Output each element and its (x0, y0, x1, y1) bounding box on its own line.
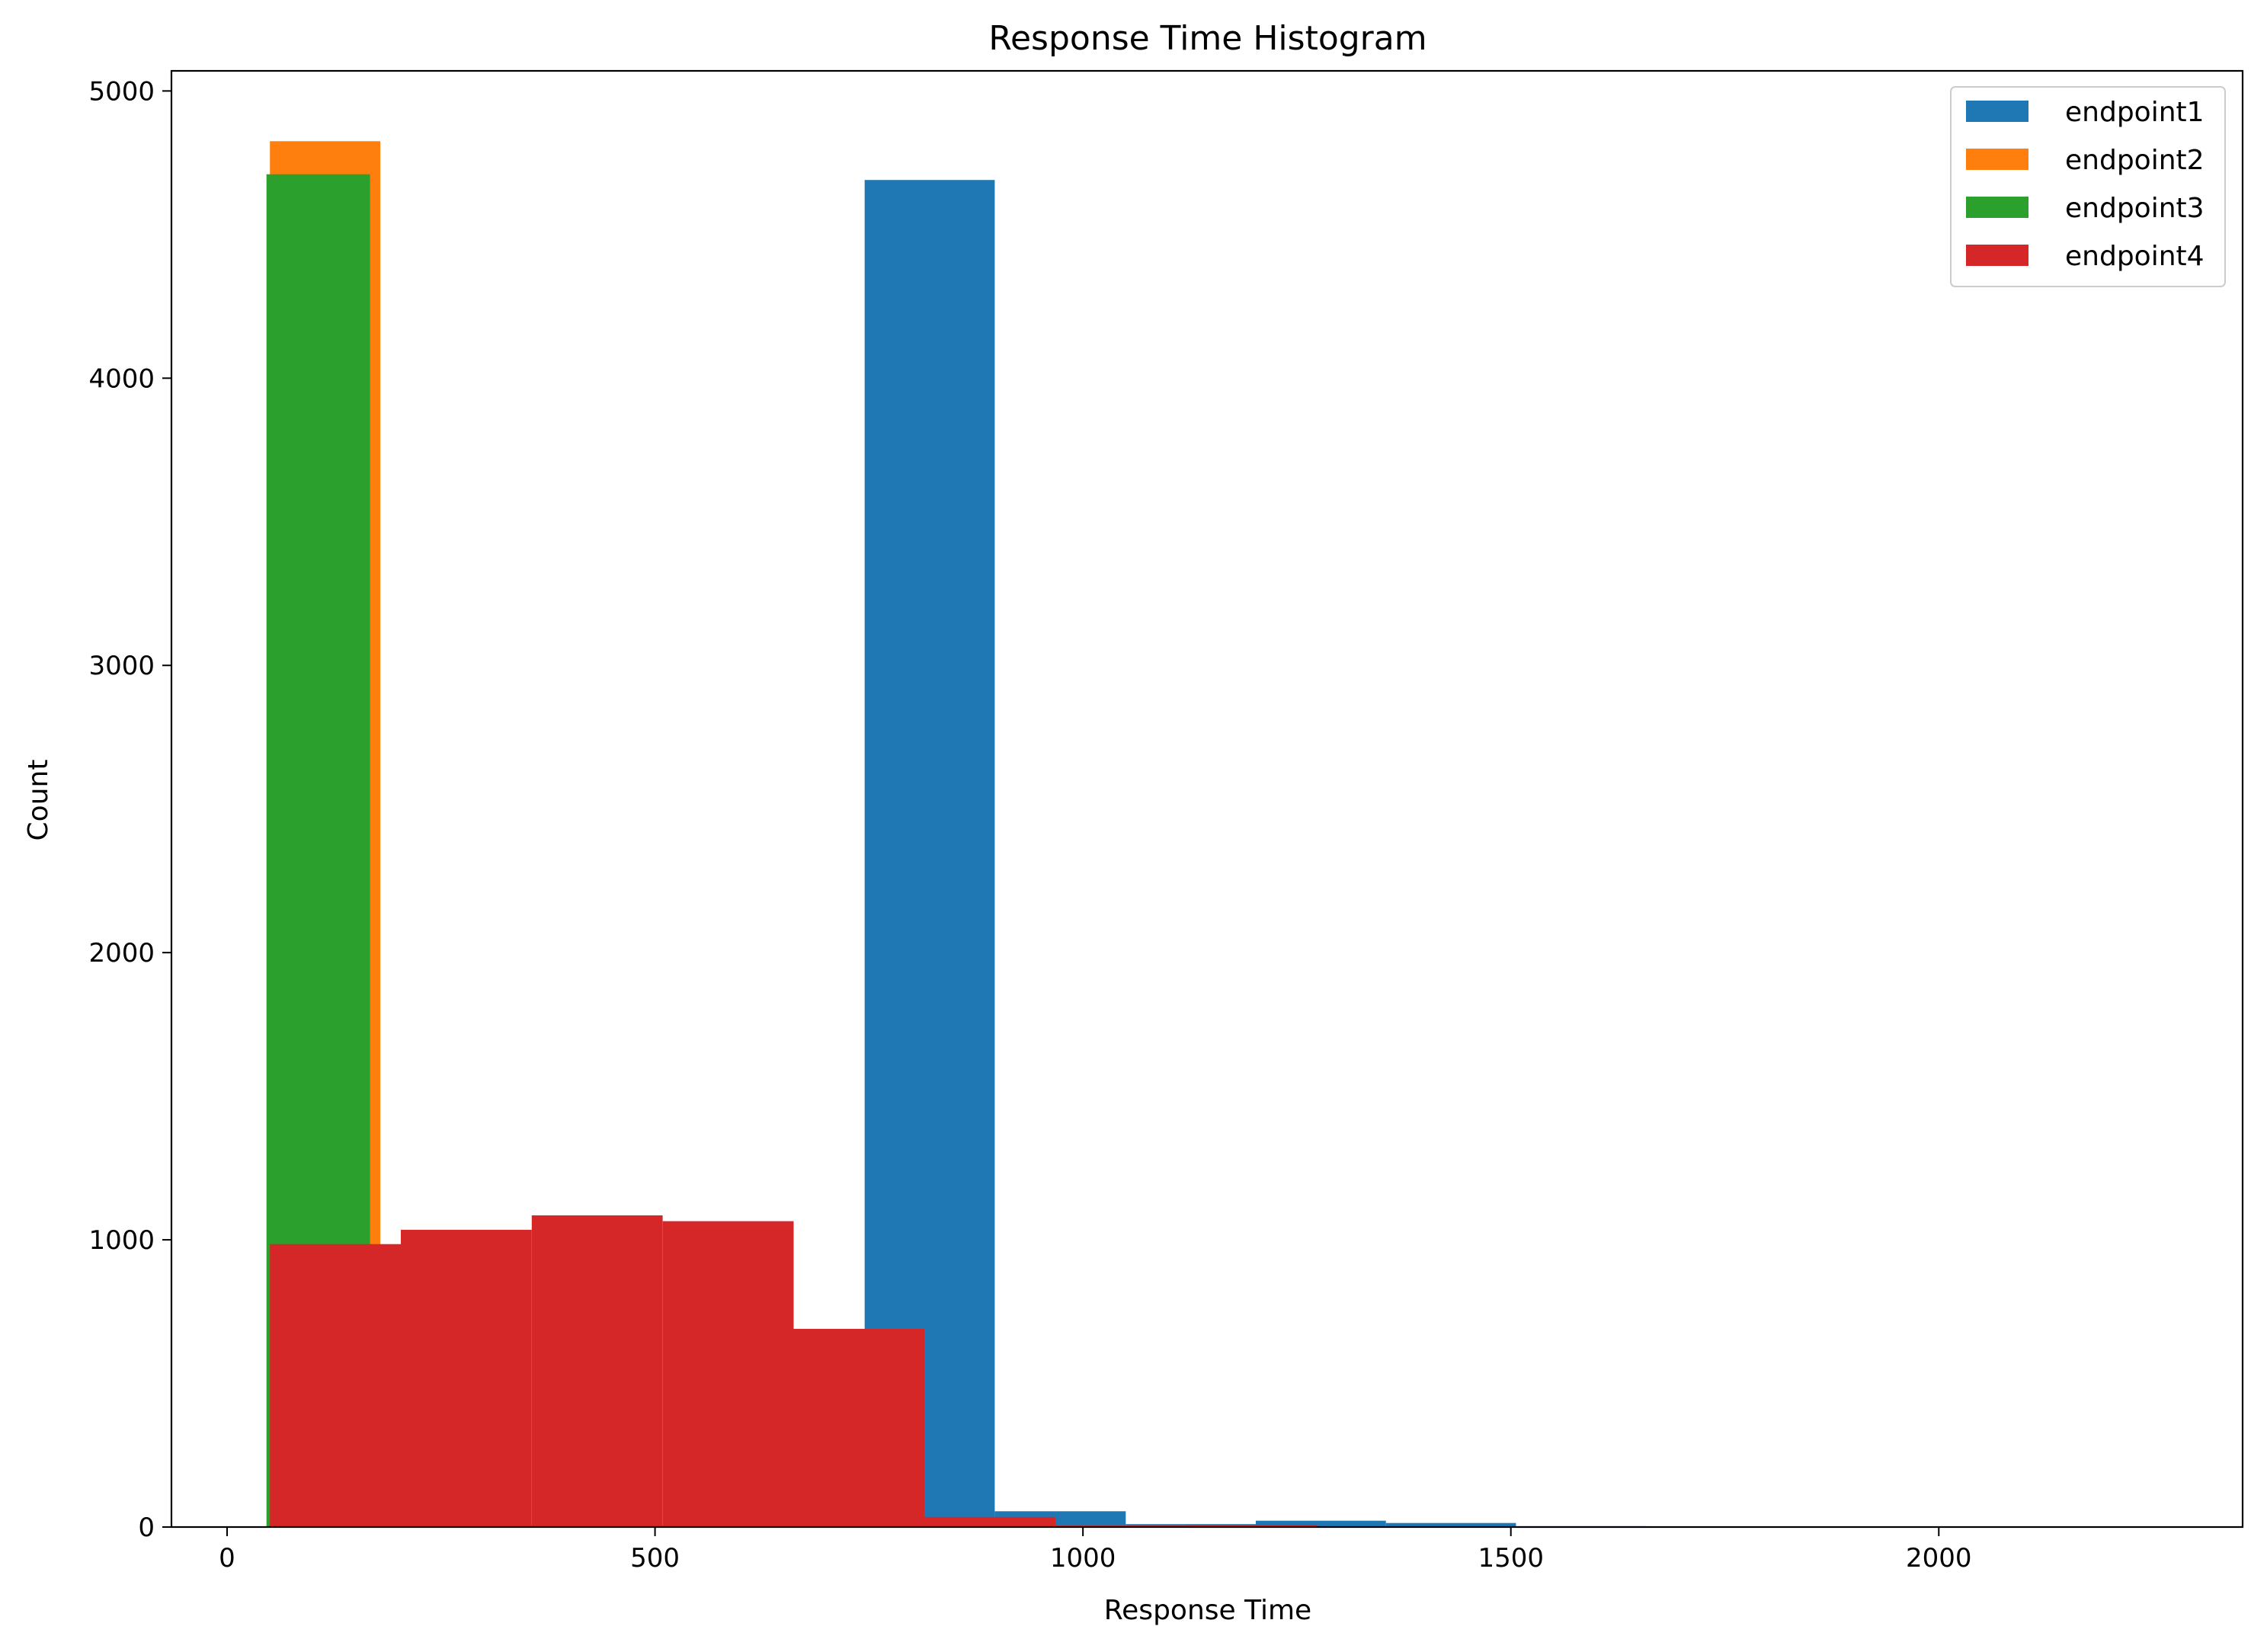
endpoint4-bar (793, 1328, 925, 1527)
endpoint4-legend-swatch (1966, 245, 2028, 266)
legend-frame (1950, 86, 2226, 287)
endpoint1-series (267, 180, 1647, 1528)
y-tick-label: 1000 (88, 1225, 155, 1256)
x-tick-label: 0 (219, 1543, 235, 1574)
endpoint2-legend-swatch (1966, 149, 2028, 170)
endpoint3-legend-swatch (1966, 197, 2028, 218)
x-tick-label: 1500 (1478, 1543, 1544, 1574)
legend: endpoint1 endpoint2 endpoint3 endpoint4 (1950, 86, 2226, 287)
endpoint4-legend-label: endpoint4 (2065, 241, 2205, 272)
y-tick-label: 2000 (88, 938, 155, 968)
chart-title: Response Time Histogram (988, 19, 1426, 58)
endpoint1-legend-swatch (1966, 101, 2028, 122)
endpoint1-bar (1256, 1520, 1386, 1527)
y-axis-label: Count (23, 760, 54, 841)
x-tick-label: 1000 (1050, 1543, 1116, 1574)
endpoint4-series (270, 1215, 1318, 1527)
plot-frame (170, 69, 2244, 1529)
endpoint2-legend-label: endpoint2 (2065, 145, 2205, 176)
ticks-layer: 0 500 1000 1500 2000 0 1000 2000 3000 4000 5000 (88, 76, 1971, 1574)
endpoint4-bar (270, 1244, 401, 1527)
x-axis-label: Response Time (1104, 1595, 1311, 1626)
x-tick-label: 2000 (1906, 1543, 1972, 1574)
endpoint4-bar (401, 1229, 532, 1527)
endpoint4-bar (1186, 1525, 1318, 1527)
endpoint1-bar (1385, 1522, 1516, 1527)
endpoint3-legend-label: endpoint3 (2065, 193, 2205, 224)
endpoint1-legend-label: endpoint1 (2065, 97, 2205, 128)
endpoint4-bar (531, 1215, 663, 1527)
endpoint1-bar (864, 180, 995, 1528)
endpoint4-bar (662, 1221, 794, 1527)
y-tick-label: 4000 (88, 363, 155, 394)
bars-layer (266, 141, 1647, 1528)
endpoint4-bar (924, 1516, 1056, 1527)
y-tick-label: 3000 (88, 651, 155, 681)
x-tick-label: 500 (630, 1543, 680, 1574)
y-tick-label: 0 (138, 1513, 155, 1543)
y-tick-label: 5000 (88, 76, 155, 107)
